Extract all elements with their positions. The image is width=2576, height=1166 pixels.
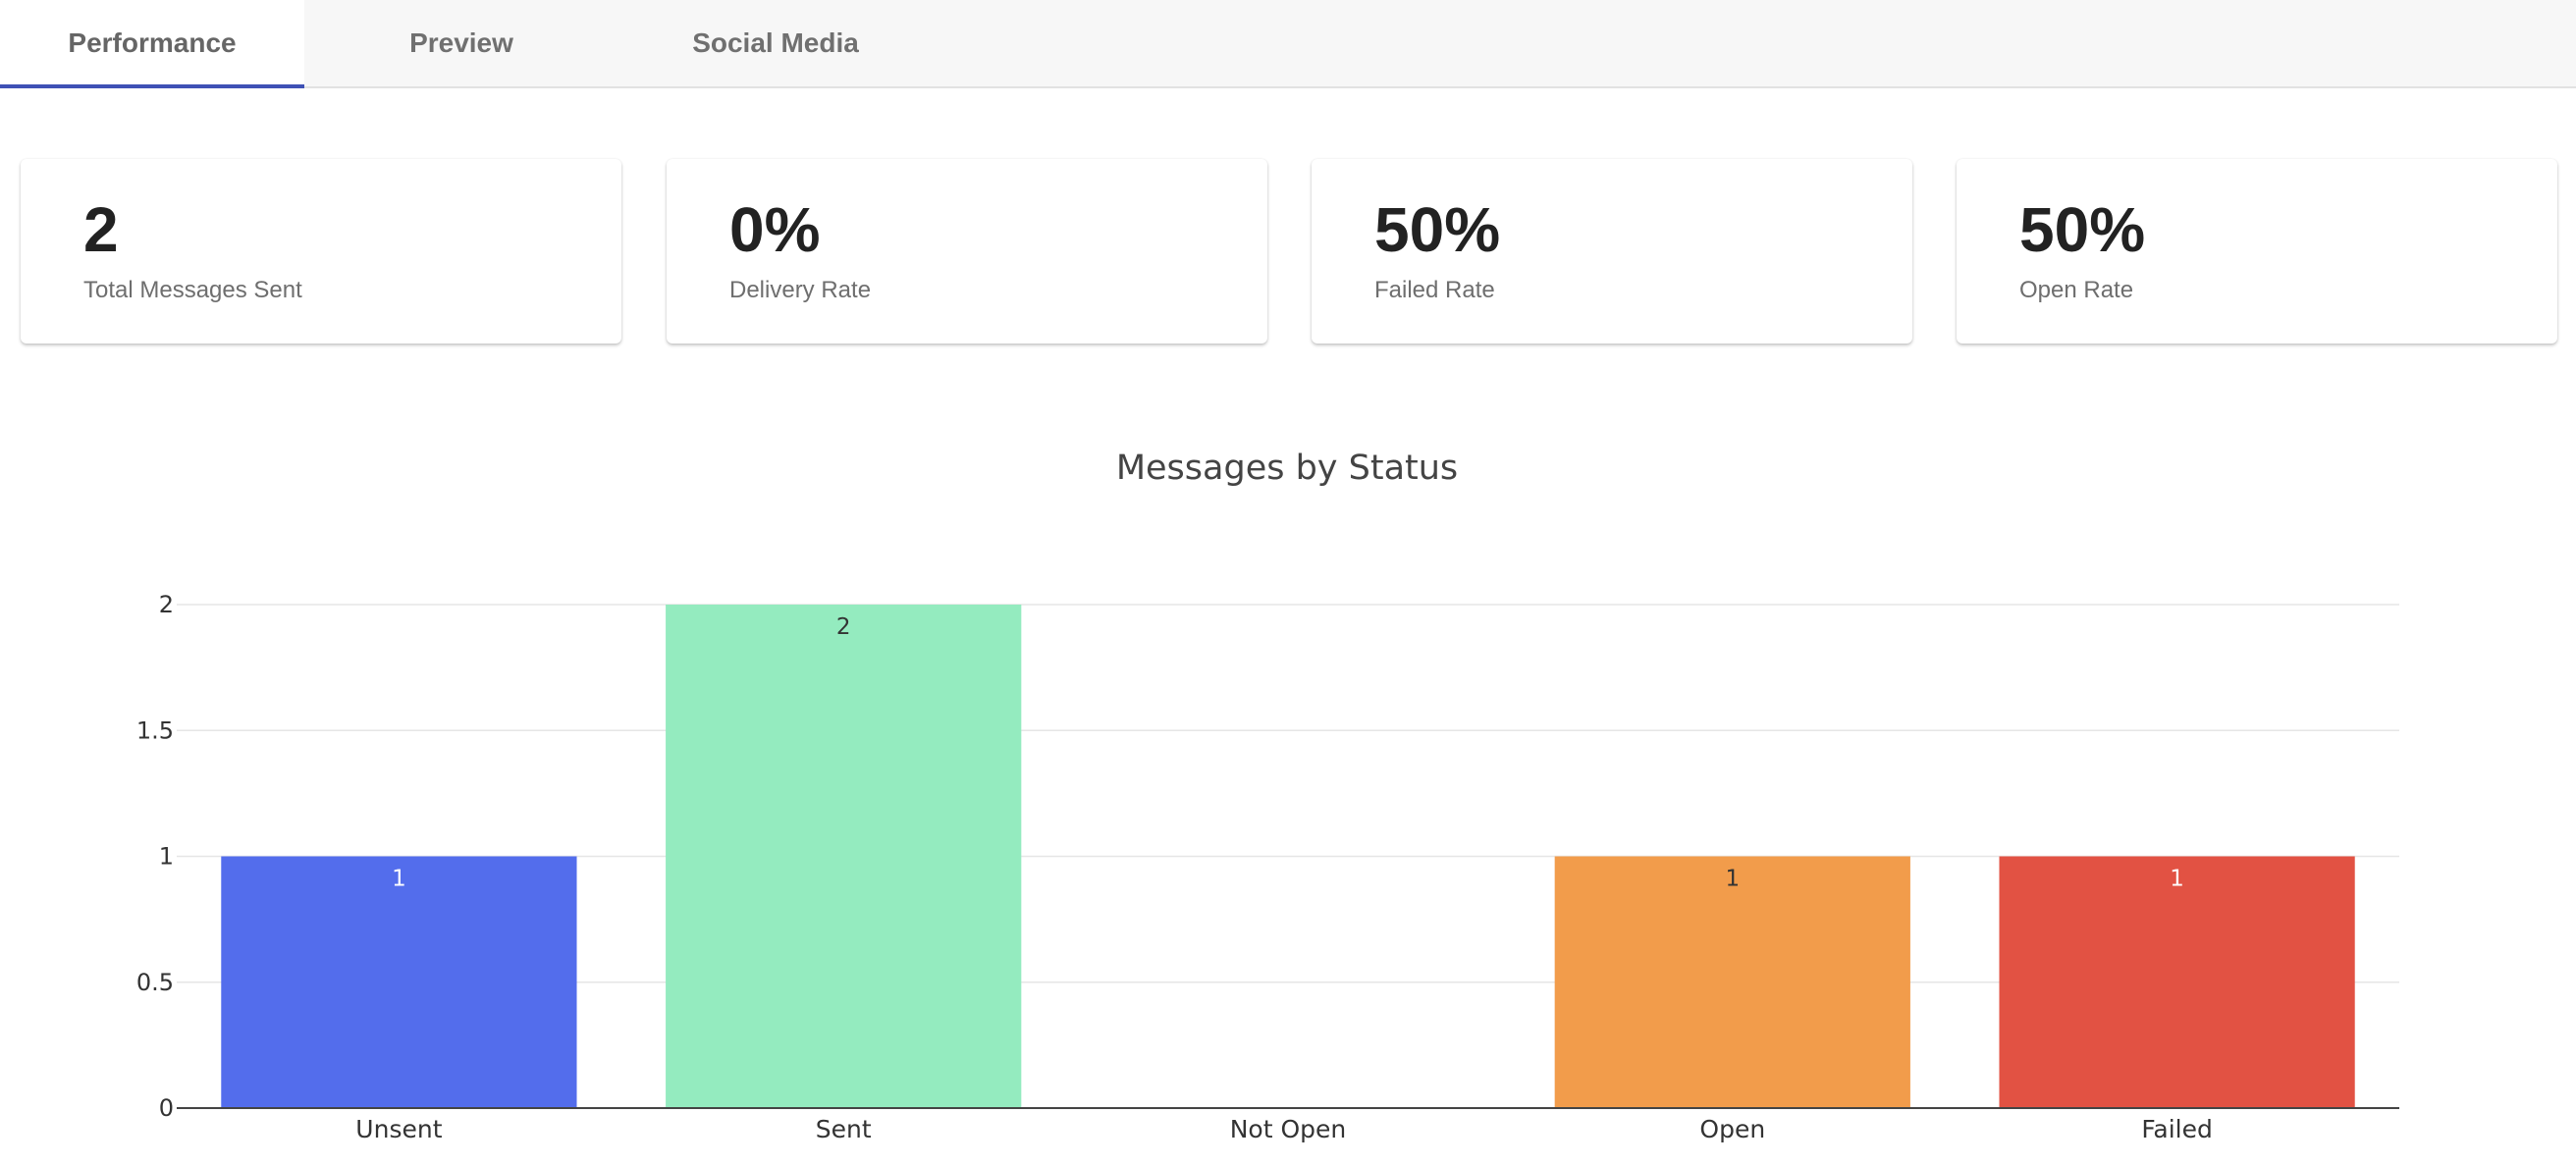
x-tick-label: Open	[1699, 1115, 1765, 1143]
messages-by-status-chart: Messages by Status 1 2 1 1 0 0.5 1 1.5 2 Unsent…	[136, 449, 2399, 1143]
x-tick-label: Failed	[2141, 1115, 2213, 1143]
y-tick-label: 1.5	[136, 716, 174, 744]
stat-value: 2	[83, 194, 119, 265]
stat-label: Delivery Rate	[729, 277, 872, 303]
tab-social-media-label: Social Media	[692, 27, 859, 58]
stat-card-total-messages: 2 Total Messages Sent	[21, 159, 621, 344]
stat-label: Failed Rate	[1374, 277, 1495, 303]
stat-card-delivery-rate: 0% Delivery Rate	[667, 159, 1267, 344]
tab-preview-label: Preview	[409, 27, 513, 58]
tab-performance[interactable]: Performance	[0, 0, 304, 88]
bar-failed[interactable]	[1999, 856, 2355, 1109]
chart-title: Messages by Status	[1116, 449, 1458, 488]
tab-preview[interactable]: Preview	[304, 0, 618, 86]
bar-open[interactable]	[1554, 856, 1910, 1109]
chart-bars: 1 2 1 1	[221, 605, 2355, 1109]
chart-y-axis: 0 0.5 1 1.5 2	[136, 591, 174, 1122]
tab-bar: Performance Preview Social Media	[0, 0, 2576, 88]
x-tick-label: Unsent	[355, 1115, 442, 1143]
x-tick-label: Sent	[816, 1115, 872, 1143]
bar-data-label: 1	[1725, 867, 1740, 892]
stat-card-open-rate: 50% Open Rate	[1957, 159, 2557, 344]
bar-sent[interactable]	[666, 605, 1022, 1108]
bar-data-label: 2	[836, 614, 851, 640]
stat-value: 50%	[2019, 194, 2146, 265]
tab-performance-label: Performance	[68, 27, 237, 58]
bar-unsent[interactable]	[221, 856, 577, 1109]
bar-data-label: 1	[2170, 867, 2184, 892]
tab-social-media[interactable]: Social Media	[618, 0, 933, 86]
y-tick-label: 0.5	[136, 969, 174, 996]
stat-card-failed-rate: 50% Failed Rate	[1312, 159, 1912, 344]
stat-label: Open Rate	[2019, 277, 2134, 303]
stat-label: Total Messages Sent	[83, 277, 302, 303]
y-tick-label: 1	[159, 843, 174, 871]
y-tick-label: 2	[159, 591, 174, 618]
stat-value: 0%	[729, 194, 821, 265]
chart-x-axis: Unsent Sent Not Open Open Failed	[177, 1107, 2399, 1143]
bar-data-label: 1	[392, 867, 406, 892]
x-tick-label: Not Open	[1230, 1115, 1347, 1143]
y-tick-label: 0	[159, 1094, 174, 1122]
stat-value: 50%	[1374, 194, 1501, 265]
active-tab-indicator	[0, 84, 304, 88]
